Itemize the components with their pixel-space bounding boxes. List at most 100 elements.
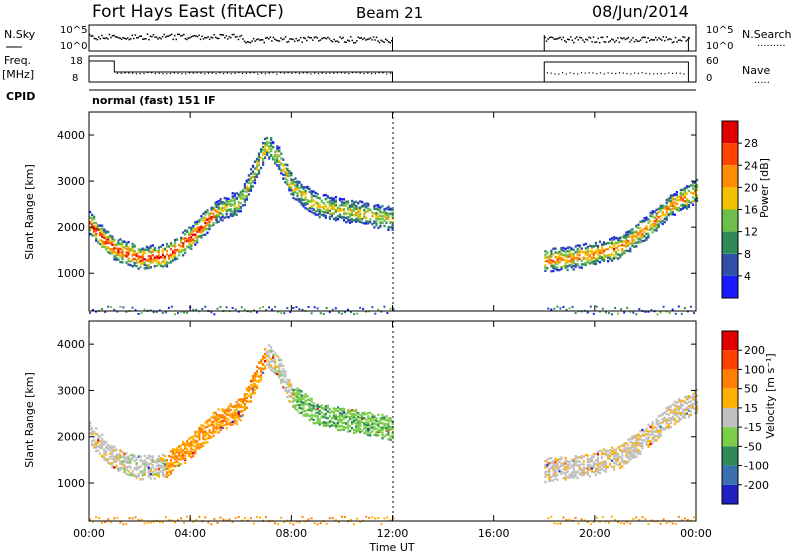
- velocity-cell: [677, 400, 680, 403]
- noise-point: [337, 41, 340, 43]
- velocity-cell: [558, 465, 561, 469]
- velocity-cell: [578, 464, 581, 467]
- power-cell: [318, 212, 321, 216]
- velocity-cell: [655, 439, 658, 442]
- noise-point: [166, 35, 168, 37]
- velocity-cell: [570, 459, 573, 462]
- power-cell: [237, 310, 240, 313]
- velocity-cell: [194, 433, 197, 436]
- noise-point: [632, 37, 634, 39]
- power-cell: [357, 218, 360, 221]
- velocity-cell: [383, 425, 386, 428]
- velocity-cell: [629, 454, 632, 458]
- power-cell: [655, 223, 658, 226]
- velocity-cell: [278, 369, 281, 372]
- velocity-cell: [357, 425, 360, 428]
- velocity-cell: [268, 351, 271, 354]
- velocity-cell: [221, 408, 224, 411]
- power-cell: [324, 209, 327, 212]
- power-cell: [289, 311, 292, 313]
- power-cell: [316, 192, 319, 196]
- velocity-cell: [657, 432, 660, 435]
- velocity-cell: [184, 457, 187, 460]
- velocity-cell: [389, 435, 392, 438]
- velocity-cell: [673, 411, 676, 414]
- nave-point: [306, 72, 308, 74]
- velocity-cell: [304, 399, 307, 403]
- power-cell: [133, 245, 136, 249]
- noise-point: [110, 36, 112, 39]
- velocity-cell: [576, 460, 579, 463]
- velocity-cell: [365, 418, 368, 422]
- power-cell: [268, 155, 271, 159]
- velocity-cell: [186, 447, 189, 451]
- velocity-cell: [340, 409, 344, 412]
- power-cell: [174, 248, 177, 252]
- power-cell: [343, 311, 346, 314]
- nave-point: [226, 72, 228, 74]
- power-cell: [342, 204, 346, 207]
- velocity-cell: [298, 392, 301, 395]
- velocity-cell: [147, 468, 150, 471]
- velocity-cell: [237, 412, 240, 416]
- velocity-cell: [121, 463, 124, 466]
- velocity-cell: [141, 478, 144, 481]
- noise-point: [315, 36, 317, 38]
- noise-point: [306, 39, 308, 42]
- velocity-cell: [645, 433, 648, 436]
- velocity-cell: [554, 474, 557, 477]
- velocity-cell: [330, 417, 333, 420]
- velocity-cell: [685, 412, 689, 415]
- velocity-cell: [133, 467, 136, 470]
- velocity-cell: [651, 424, 654, 427]
- velocity-cell: [243, 404, 246, 408]
- velocity-cell: [161, 460, 164, 463]
- power-cell: [629, 247, 632, 250]
- velocity-cell: [594, 452, 597, 456]
- power-cell: [359, 209, 362, 212]
- velocity-cell: [663, 427, 666, 430]
- velocity-cell: [613, 468, 616, 471]
- power-cell: [681, 198, 684, 201]
- velocity-cell: [564, 474, 567, 477]
- velocity-cell: [278, 363, 281, 366]
- velocity-cell: [302, 414, 305, 417]
- nave-tick-bottom: 0: [706, 73, 712, 84]
- velocity-cell: [657, 422, 660, 426]
- velocity-cell: [253, 384, 257, 387]
- power-y-tick-label: 4000: [57, 129, 85, 142]
- velocity-colorbar-frame: [721, 330, 739, 505]
- velocity-cell: [574, 463, 577, 466]
- velocity-cell: [198, 447, 201, 450]
- power-cell: [282, 177, 285, 180]
- power-cell: [271, 308, 274, 311]
- velocity-cell: [659, 430, 662, 433]
- noise-point: [624, 38, 627, 41]
- velocity-cell: [268, 356, 271, 359]
- power-cell: [659, 204, 662, 208]
- power-cell: [196, 230, 199, 233]
- noise-point: [560, 38, 563, 41]
- power-cell: [215, 216, 218, 219]
- noise-point: [146, 33, 149, 35]
- velocity-cell: [586, 467, 589, 470]
- noise-point: [90, 35, 92, 37]
- noise-point: [645, 41, 648, 43]
- velocity-cell: [661, 427, 664, 430]
- velocity-cell: [550, 457, 553, 460]
- velocity-cell: [117, 453, 120, 456]
- velocity-cell: [685, 395, 689, 398]
- power-cell: [165, 253, 169, 256]
- power-cell: [623, 240, 626, 243]
- power-cell: [377, 212, 380, 216]
- velocity-cell: [590, 467, 593, 470]
- power-cell: [215, 201, 218, 204]
- nave-point: [132, 72, 134, 74]
- power-cell: [381, 215, 384, 218]
- velocity-cell: [320, 404, 323, 407]
- power-cell: [115, 258, 118, 261]
- power-cell: [127, 257, 130, 260]
- velocity-cell: [574, 474, 577, 478]
- velocity-cell: [214, 431, 217, 434]
